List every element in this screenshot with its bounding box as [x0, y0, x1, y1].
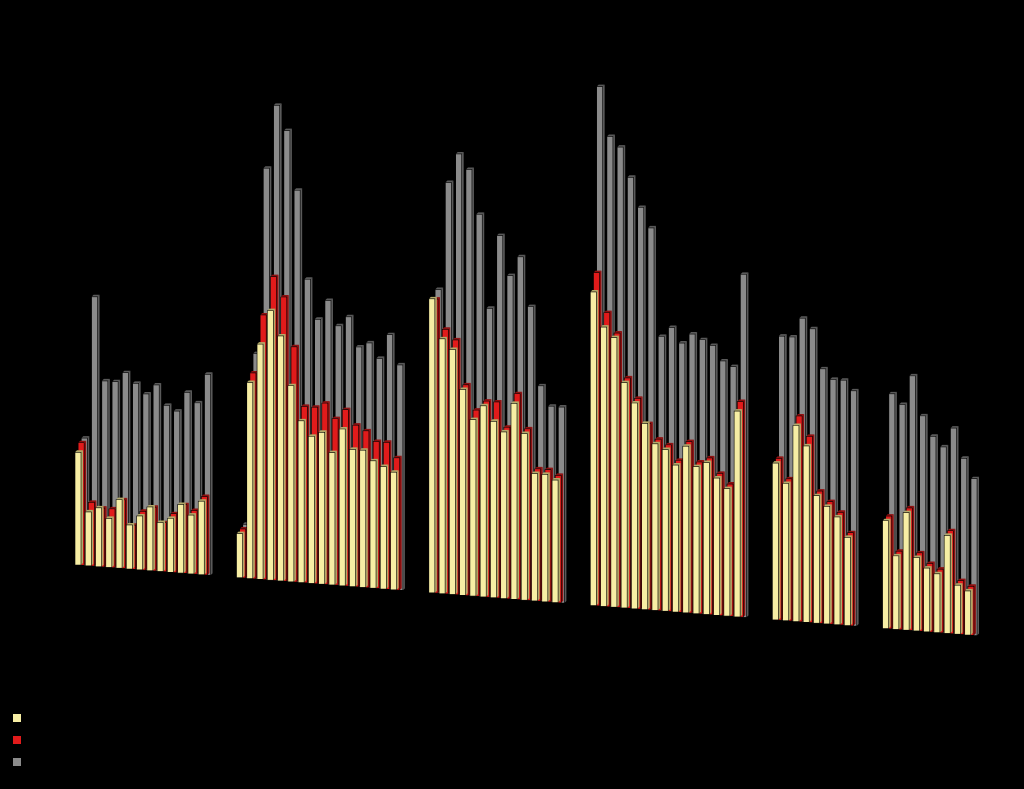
chart-stage	[0, 0, 1024, 789]
legend-swatch-c	[12, 757, 22, 767]
bar-chart	[0, 0, 1024, 789]
legend-item	[12, 729, 32, 751]
legend-item	[12, 751, 32, 773]
legend-item	[12, 707, 32, 729]
legend-swatch-a	[12, 713, 22, 723]
legend	[12, 707, 32, 773]
legend-swatch-b	[12, 735, 22, 745]
